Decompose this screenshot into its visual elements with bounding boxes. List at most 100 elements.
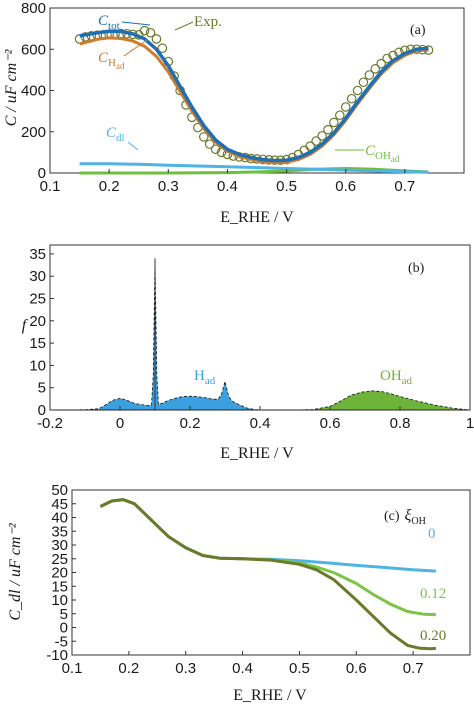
series-label-xi-012: 0.12 xyxy=(420,586,446,602)
annotation-c-ohad-sub2: ad xyxy=(391,154,400,164)
series-label-xi-0: 0 xyxy=(428,526,436,542)
y-tick-label: 35 xyxy=(29,246,46,263)
exp-data-point xyxy=(364,70,375,80)
annotation-c-dl: Cdl xyxy=(106,125,125,144)
y-tick-label: 50 xyxy=(51,482,68,499)
exp-data-point xyxy=(340,102,351,112)
x-tick-label: 0.2 xyxy=(99,178,120,195)
annotation-c-had-main: C xyxy=(98,50,109,66)
y-tick-label: 25 xyxy=(51,551,68,568)
annotation-h-ad: Had xyxy=(194,368,216,387)
exp-data-point xyxy=(204,139,215,149)
series-outline-oh-ad xyxy=(294,390,471,411)
plot-c-content xyxy=(99,498,436,651)
y-tick-label: 45 xyxy=(51,496,68,513)
x-tick-label: 0.7 xyxy=(403,660,424,677)
x-tick-label: 0.3 xyxy=(158,178,179,195)
x-tick-label: 0.5 xyxy=(289,660,310,677)
axis-ticks-a: 0.1 0.2 0.3 0.4 0.5 0.6 0.7 0 200 400 600 800 xyxy=(21,0,415,195)
x-tick-label: 0.2 xyxy=(180,415,201,432)
series-outline-h-ad xyxy=(49,258,261,411)
series-area-oh-ad xyxy=(295,390,470,410)
exp-data-point xyxy=(323,124,333,135)
exp-data-point xyxy=(157,43,168,54)
series-line-c-tot xyxy=(79,29,429,163)
x-tick-label: 0.6 xyxy=(335,178,356,195)
panel-label-a: (a) xyxy=(410,23,426,38)
exp-data-point xyxy=(329,117,339,128)
annotation-c-tot-main: C xyxy=(98,13,109,29)
exp-data-point xyxy=(370,64,381,74)
exp-data-point xyxy=(139,25,150,36)
x-tick-label: 0.8 xyxy=(390,415,411,432)
panel-a: 0.1 0.2 0.3 0.4 0.5 0.6 0.7 0 200 400 600 800 (a) C… xyxy=(3,0,465,226)
x-tick-label: 0.6 xyxy=(346,660,367,677)
y-tick-label: 0 xyxy=(60,620,68,637)
y-tick-label: 15 xyxy=(51,578,68,595)
annotation-exp: Exp. xyxy=(194,14,222,30)
y-tick-label: 30 xyxy=(29,268,46,285)
y-tick-label: 0 xyxy=(38,165,46,182)
x-axis-label-c: E_RHE / V xyxy=(233,687,307,704)
arrow-c-tot xyxy=(121,21,151,26)
y-axis-label-a: C / uF cm⁻² xyxy=(3,48,20,126)
x-tick-label: 0.1 xyxy=(62,660,83,677)
annotation-oh-ad-main: OH xyxy=(380,368,402,384)
exp-data-point xyxy=(358,77,369,88)
y-tick-label: 25 xyxy=(29,291,46,308)
exp-data-point xyxy=(334,110,345,121)
series-line-xi-020 xyxy=(99,498,436,651)
y-tick-label: 20 xyxy=(51,565,68,582)
panel-label-c: (c) ξOH xyxy=(384,507,426,527)
exp-data-point xyxy=(317,131,327,141)
exp-data-point xyxy=(376,58,386,69)
exp-data-point xyxy=(346,93,357,104)
exp-data-point xyxy=(151,34,162,44)
y-tick-label: 15 xyxy=(29,335,46,352)
annotation-c-had: CHad xyxy=(98,50,125,71)
y-tick-label: 35 xyxy=(51,523,68,540)
annotation-h-ad-sub: ad xyxy=(205,375,216,387)
series-line-c-dl xyxy=(79,162,429,174)
plot-b-content xyxy=(49,258,471,411)
panel-c: 0.1 0.2 0.3 0.4 0.5 0.6 0.7-10-505101520253035… xyxy=(7,482,471,704)
series-label-xi-020: 0.20 xyxy=(420,628,446,644)
annotation-c-had-sub: H xyxy=(108,57,116,69)
annotation-c-ohad: COHad xyxy=(365,143,400,164)
annotation-c-ohad-main: C xyxy=(365,143,376,159)
y-tick-label: 400 xyxy=(21,83,46,100)
y-tick-label: 10 xyxy=(29,357,46,374)
annotation-c-dl-sub: dl xyxy=(116,132,125,144)
x-tick-label: 0.6 xyxy=(320,415,341,432)
exp-data-point xyxy=(198,132,209,142)
x-axis-label-a: E_RHE / V xyxy=(220,209,294,226)
y-tick-label: 5 xyxy=(38,380,46,397)
x-tick-label: 0.7 xyxy=(394,178,415,195)
arrow-c-had xyxy=(123,39,148,57)
y-tick-label: 30 xyxy=(51,537,68,554)
series-line-c-had xyxy=(79,36,429,165)
y-tick-label: -5 xyxy=(55,633,68,650)
legend-title-xi: ξ xyxy=(405,507,412,524)
annotation-oh-ad-sub: ad xyxy=(402,375,413,387)
x-tick-label: 0 xyxy=(116,415,124,432)
x-tick-label: 0.1 xyxy=(40,178,61,195)
y-tick-label: 10 xyxy=(51,592,68,609)
y-tick-label: -10 xyxy=(46,647,68,664)
annotation-c-ohad-sub: OH xyxy=(375,150,391,162)
arrow-exp xyxy=(174,21,194,31)
y-tick-label: 5 xyxy=(60,606,68,623)
exp-data-point xyxy=(382,53,392,64)
exp-data-point xyxy=(145,27,156,38)
axis-ticks-c: 0.1 0.2 0.3 0.4 0.5 0.6 0.7 -10-505101520253035… xyxy=(46,482,423,677)
y-tick-label: 40 xyxy=(51,510,68,527)
annotation-h-ad-main: H xyxy=(194,368,205,384)
y-tick-label: 800 xyxy=(21,0,46,17)
y-tick-label: 600 xyxy=(21,41,46,58)
exp-data-point xyxy=(311,136,321,146)
x-tick-label: 0.5 xyxy=(276,178,297,195)
x-tick-label: 0.2 xyxy=(118,660,139,677)
